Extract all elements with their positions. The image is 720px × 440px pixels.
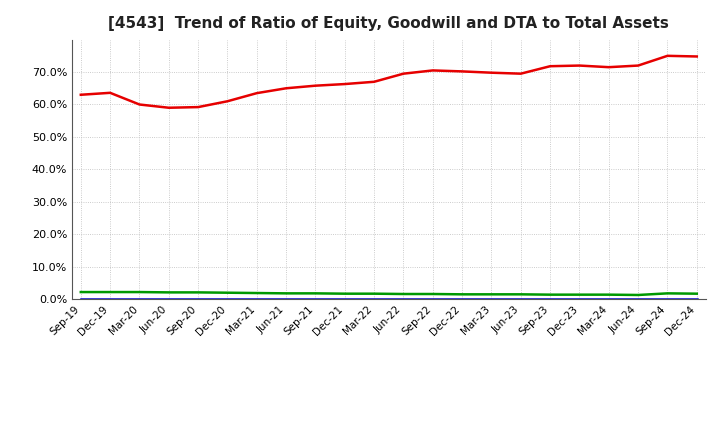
Deferred Tax Assets	[253, 290, 261, 296]
Deferred Tax Assets	[458, 292, 467, 297]
Equity	[458, 69, 467, 74]
Goodwill	[575, 297, 584, 302]
Equity	[194, 104, 202, 110]
Equity	[693, 54, 701, 59]
Goodwill	[605, 297, 613, 302]
Equity	[76, 92, 85, 97]
Goodwill	[135, 297, 144, 302]
Equity	[311, 83, 320, 88]
Equity	[282, 86, 290, 91]
Deferred Tax Assets	[399, 291, 408, 297]
Line: Equity: Equity	[81, 56, 697, 108]
Goodwill	[693, 297, 701, 302]
Goodwill	[282, 297, 290, 302]
Equity	[575, 63, 584, 68]
Deferred Tax Assets	[76, 290, 85, 295]
Equity	[106, 90, 114, 95]
Goodwill	[487, 297, 496, 302]
Equity	[164, 105, 173, 110]
Deferred Tax Assets	[516, 292, 525, 297]
Goodwill	[663, 297, 672, 302]
Deferred Tax Assets	[341, 291, 349, 296]
Goodwill	[223, 297, 232, 302]
Deferred Tax Assets	[663, 291, 672, 296]
Deferred Tax Assets	[605, 292, 613, 297]
Deferred Tax Assets	[135, 290, 144, 295]
Goodwill	[341, 297, 349, 302]
Goodwill	[428, 297, 437, 302]
Goodwill	[458, 297, 467, 302]
Deferred Tax Assets	[282, 291, 290, 296]
Equity	[605, 65, 613, 70]
Deferred Tax Assets	[370, 291, 379, 296]
Title: [4543]  Trend of Ratio of Equity, Goodwill and DTA to Total Assets: [4543] Trend of Ratio of Equity, Goodwil…	[109, 16, 669, 32]
Goodwill	[370, 297, 379, 302]
Equity	[135, 102, 144, 107]
Goodwill	[76, 297, 85, 302]
Goodwill	[516, 297, 525, 302]
Deferred Tax Assets	[164, 290, 173, 295]
Goodwill	[106, 297, 114, 302]
Equity	[663, 53, 672, 59]
Deferred Tax Assets	[546, 292, 554, 297]
Deferred Tax Assets	[487, 292, 496, 297]
Deferred Tax Assets	[693, 291, 701, 296]
Deferred Tax Assets	[194, 290, 202, 295]
Deferred Tax Assets	[223, 290, 232, 295]
Equity	[253, 91, 261, 96]
Goodwill	[194, 297, 202, 302]
Goodwill	[634, 297, 642, 302]
Deferred Tax Assets	[311, 291, 320, 296]
Equity	[546, 63, 554, 69]
Equity	[399, 71, 408, 76]
Goodwill	[399, 297, 408, 302]
Deferred Tax Assets	[428, 291, 437, 297]
Equity	[516, 71, 525, 76]
Equity	[428, 68, 437, 73]
Equity	[223, 99, 232, 104]
Deferred Tax Assets	[106, 290, 114, 295]
Goodwill	[546, 297, 554, 302]
Equity	[341, 81, 349, 87]
Goodwill	[253, 297, 261, 302]
Goodwill	[164, 297, 173, 302]
Deferred Tax Assets	[634, 292, 642, 297]
Line: Deferred Tax Assets: Deferred Tax Assets	[81, 292, 697, 295]
Equity	[487, 70, 496, 75]
Goodwill	[311, 297, 320, 302]
Equity	[634, 63, 642, 68]
Equity	[370, 79, 379, 84]
Deferred Tax Assets	[575, 292, 584, 297]
